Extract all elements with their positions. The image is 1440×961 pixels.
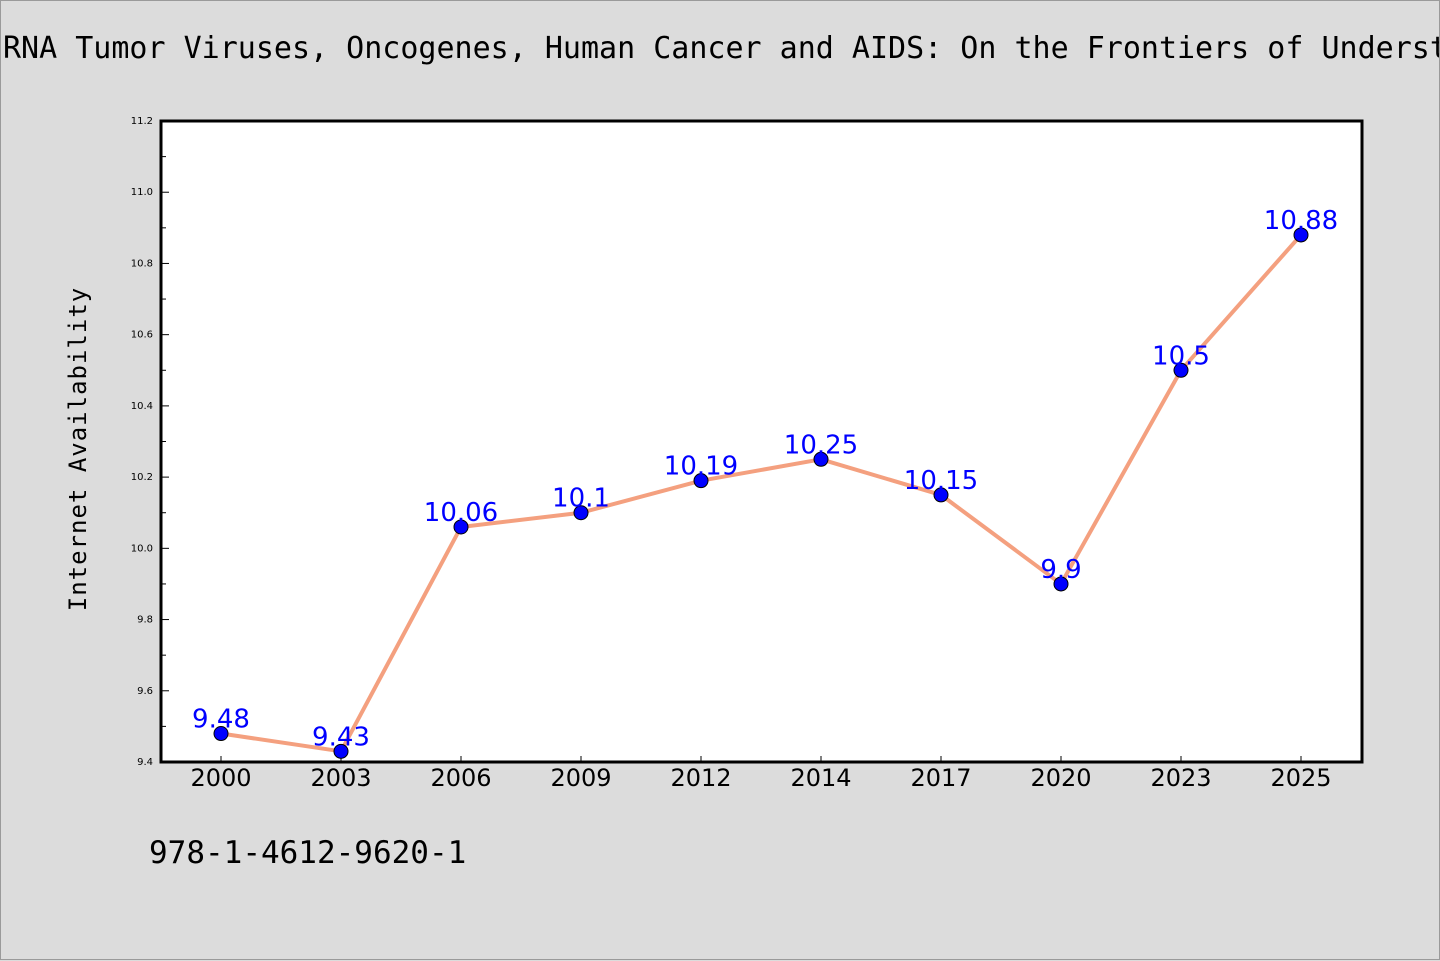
data-label: 10.1 — [552, 484, 610, 514]
data-point — [213, 726, 229, 742]
data-label: 9.9 — [1040, 555, 1081, 585]
x-tick-label: 2020 — [1030, 764, 1091, 792]
data-point — [813, 451, 829, 467]
data-label: 9.48 — [192, 705, 250, 735]
y-tick-label: 9.6 — [137, 686, 153, 697]
data-label: 10.06 — [424, 498, 498, 528]
data-point — [933, 487, 949, 503]
data-point — [453, 519, 469, 535]
data-point — [1053, 576, 1069, 592]
y-tick-label: 10.4 — [131, 401, 153, 412]
y-tick-label: 10.2 — [131, 472, 153, 483]
x-tick-label: 2003 — [310, 764, 371, 792]
data-label: 9.43 — [312, 722, 370, 752]
x-tick-label: 2017 — [910, 764, 971, 792]
y-tick-label: 11.0 — [131, 187, 153, 198]
data-label: 10.15 — [904, 466, 978, 496]
data-point — [693, 473, 709, 489]
x-tick-label: 2025 — [1270, 764, 1331, 792]
x-tick-label: 2012 — [670, 764, 731, 792]
data-label: 10.25 — [784, 430, 858, 460]
plot-area — [161, 121, 1362, 762]
y-tick-label: 10.0 — [131, 543, 153, 554]
y-tick-label: 11.2 — [131, 116, 153, 127]
data-point — [333, 743, 349, 759]
data-point — [573, 505, 589, 521]
y-tick-label: 10.8 — [131, 258, 153, 269]
chart-title: RNA Tumor Viruses, Oncogenes, Human Canc… — [3, 31, 1439, 66]
isbn-label: 978-1-4612-9620-1 — [149, 835, 467, 871]
y-tick-label: 9.8 — [137, 615, 153, 626]
data-label: 10.5 — [1152, 341, 1210, 371]
x-tick-label: 2009 — [550, 764, 611, 792]
y-tick-label: 10.6 — [131, 330, 153, 341]
x-tick-label: 2006 — [430, 764, 491, 792]
data-label: 10.19 — [664, 452, 738, 482]
x-tick-label: 2023 — [1150, 764, 1211, 792]
data-point — [1173, 362, 1189, 378]
series-line — [220, 233, 1303, 754]
x-tick-label: 2000 — [190, 764, 251, 792]
y-tick-label: 9.4 — [137, 757, 153, 768]
data-point — [1293, 227, 1309, 243]
plot-border — [159, 119, 1364, 764]
x-tick-label: 2014 — [790, 764, 851, 792]
data-label: 10.88 — [1264, 206, 1338, 236]
y-axis-label: Internet Availability — [64, 287, 92, 611]
